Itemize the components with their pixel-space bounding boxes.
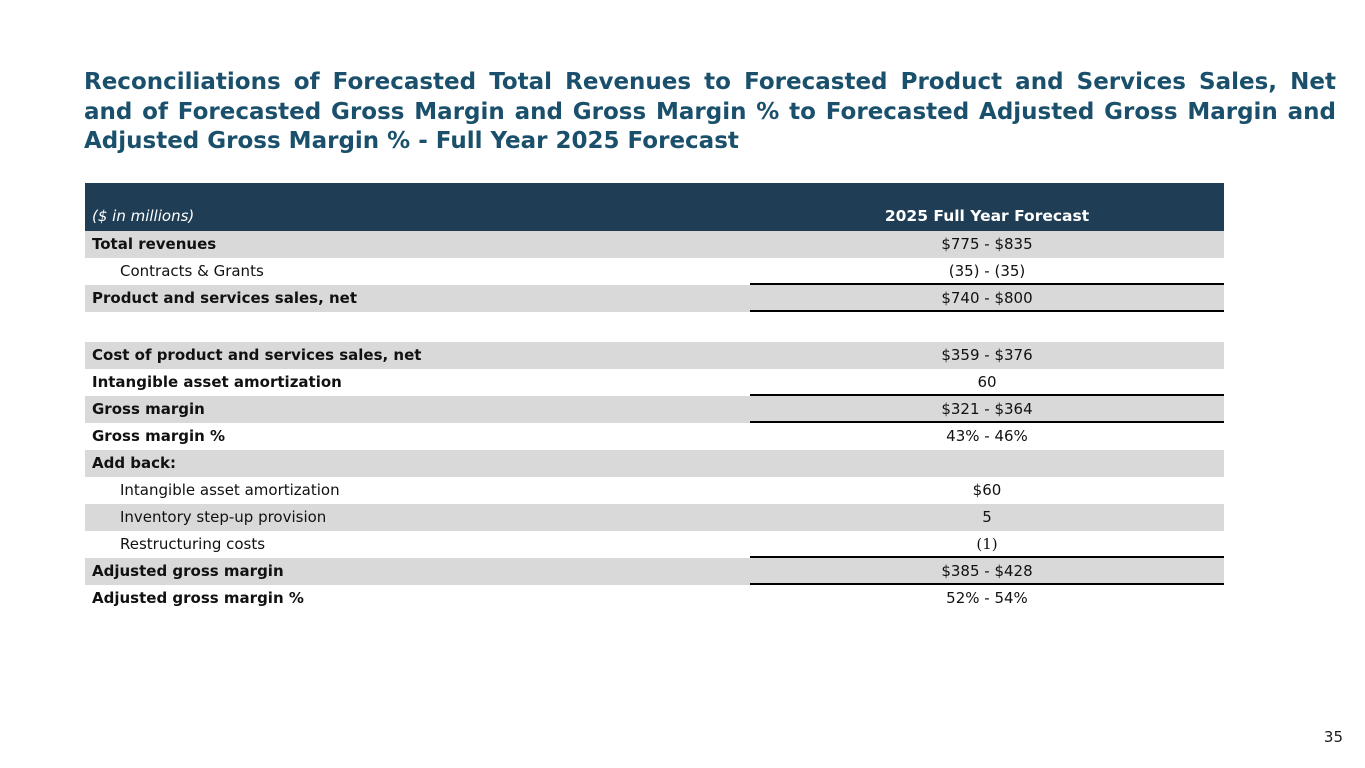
table-row-restructuring-costs: Restructuring costs (1) [85, 531, 1224, 558]
row-value [750, 312, 1224, 342]
row-value [750, 450, 1224, 477]
row-value: $385 - $428 [750, 558, 1224, 585]
row-label: Intangible asset amortization [120, 481, 340, 499]
table-row-gross-margin: Gross margin $321 - $364 [85, 396, 1224, 423]
row-value: 5 [982, 508, 992, 526]
row-value: $775 - $835 [941, 235, 1033, 253]
row-value: $60 [972, 481, 1002, 499]
page-number: 35 [1323, 728, 1343, 746]
row-value: 52% - 54% [946, 589, 1028, 607]
row-label: Total revenues [92, 235, 217, 253]
table-row-gross-margin-percent: Gross margin % 43% - 46% [85, 423, 1224, 450]
table-row-spacer [85, 312, 1224, 342]
row-label: Restructuring costs [120, 535, 266, 553]
table-row-adjusted-gross-margin-percent: Adjusted gross margin % 52% - 54% [85, 585, 1224, 612]
row-value: (1) [750, 531, 1224, 558]
table-header-forecast-column: 2025 Full Year Forecast [884, 207, 1090, 225]
row-label: Inventory step-up provision [120, 508, 327, 526]
row-value: 43% - 46% [946, 427, 1028, 445]
table-row-inventory-step-up-provision: Inventory step-up provision 5 [85, 504, 1224, 531]
table-row-intangible-asset-amortization: Intangible asset amortization 60 [85, 369, 1224, 396]
row-label: Adjusted gross margin % [92, 589, 304, 607]
row-label: Product and services sales, net [92, 289, 358, 307]
table-row-adjusted-gross-margin: Adjusted gross margin $385 - $428 [85, 558, 1224, 585]
row-label: Cost of product and services sales, net [92, 346, 422, 364]
row-value: (35) - (35) [750, 258, 1224, 285]
table-row-total-revenues: Total revenues $775 - $835 [85, 231, 1224, 258]
row-label: Intangible asset amortization [92, 373, 342, 391]
row-value: $740 - $800 [750, 285, 1224, 312]
row-label: Gross margin [92, 400, 205, 418]
table-header-units-label: ($ in millions) [92, 207, 195, 225]
row-label [85, 312, 750, 342]
row-label: Add back: [92, 454, 177, 472]
table-row-cost-of-product-services: Cost of product and services sales, net … [85, 342, 1224, 369]
table-row-addback-intangible-amortization: Intangible asset amortization $60 [85, 477, 1224, 504]
row-label: Adjusted gross margin [92, 562, 284, 580]
table-row-product-services-sales-net: Product and services sales, net $740 - $… [85, 285, 1224, 312]
table-row-add-back: Add back: [85, 450, 1224, 477]
row-label: Gross margin % [92, 427, 226, 445]
table-header-row: ($ in millions) 2025 Full Year Forecast [85, 183, 1224, 231]
row-value: 60 [750, 369, 1224, 396]
row-value: $321 - $364 [750, 396, 1224, 423]
page-title: Reconciliations of Forecasted Total Reve… [84, 69, 1336, 154]
row-label: Contracts & Grants [120, 262, 264, 280]
reconciliation-table: ($ in millions) 2025 Full Year Forecast … [85, 183, 1224, 612]
row-value: $359 - $376 [941, 346, 1033, 364]
table-row-contracts-grants: Contracts & Grants (35) - (35) [85, 258, 1224, 285]
